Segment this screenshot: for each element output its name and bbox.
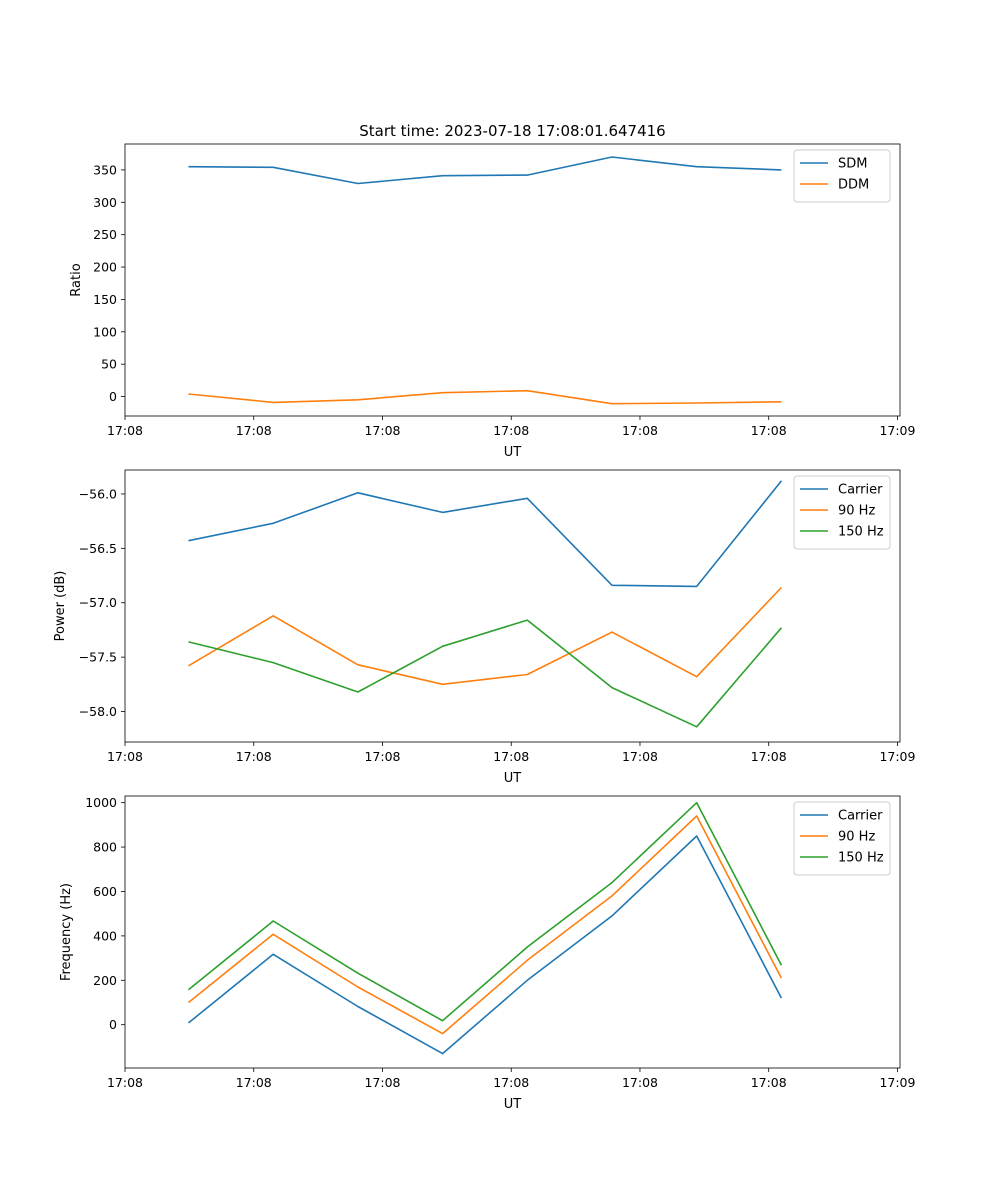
- y-axis-label: Ratio: [69, 263, 84, 296]
- series-line-150-hz: [187, 801, 783, 1022]
- y-tick-label: 1000: [85, 795, 117, 810]
- x-tick-label: 17:08: [364, 749, 400, 764]
- axes-frame: [124, 795, 901, 1069]
- x-tick-label: 17:08: [622, 423, 658, 438]
- series-line-90-hz: [187, 815, 783, 1035]
- x-tick-label: 17:08: [107, 749, 143, 764]
- series-line-sdm: [188, 156, 782, 185]
- y-tick-label: 400: [93, 928, 117, 943]
- y-tick-label: −56.5: [79, 541, 117, 556]
- legend-label: SDM: [838, 157, 867, 172]
- x-axis-label: UT: [504, 771, 522, 786]
- legend-label: 150 Hz: [838, 851, 884, 866]
- x-tick-label: 17:08: [236, 749, 272, 764]
- y-tick-label: 800: [93, 840, 117, 855]
- axes-frame: [124, 143, 901, 417]
- panel-3: 17:08 17:08 17:08 17:08 17:08 17:08 17:09 0 200 4…: [59, 795, 916, 1112]
- x-tick-label: 17:09: [879, 1075, 915, 1090]
- x-tick-label: 17:08: [107, 1075, 143, 1090]
- x-tick-label: 17:09: [879, 749, 915, 764]
- y-tick-label: 300: [93, 195, 117, 210]
- legend-label: Carrier: [838, 809, 883, 824]
- y-tick-label: 100: [93, 324, 117, 339]
- y-axis-label: Power (dB): [53, 571, 68, 642]
- y-tick-label: 600: [93, 884, 117, 899]
- x-tick-label: 17:08: [751, 1075, 787, 1090]
- x-tick-label: 17:09: [879, 423, 915, 438]
- x-tick-label: 17:08: [364, 423, 400, 438]
- legend: Carrier 90 Hz 150 Hz: [793, 801, 891, 876]
- figure-title: Start time: 2023-07-18 17:08:01.647416: [359, 122, 665, 140]
- x-tick-label: 17:08: [622, 1075, 658, 1090]
- panel-1: 17:08 17:08 17:08 17:08 17:08 17:08 17:09 0 50 10…: [69, 143, 916, 460]
- series-line-carrier: [188, 480, 783, 588]
- y-tick-label: 200: [93, 260, 117, 275]
- x-tick-label: 17:08: [493, 749, 529, 764]
- legend-label: 90 Hz: [838, 504, 875, 519]
- axes-frame: [124, 469, 901, 743]
- legend-label: 150 Hz: [838, 525, 884, 540]
- x-axis-label: UT: [504, 1097, 522, 1112]
- y-tick-label: 250: [93, 227, 117, 242]
- y-tick-label: −57.0: [79, 595, 117, 610]
- panel-2: 17:08 17:08 17:08 17:08 17:08 17:08 17:09 −58.0…: [53, 469, 916, 786]
- y-tick-label: 200: [93, 973, 117, 988]
- x-tick-label: 17:08: [751, 423, 787, 438]
- legend: SDM DDM: [793, 149, 891, 203]
- x-tick-label: 17:08: [236, 423, 272, 438]
- y-tick-label: 0: [109, 1017, 117, 1032]
- legend-label: DDM: [838, 178, 869, 193]
- y-tick-label: 0: [109, 389, 117, 404]
- y-tick-label: 150: [93, 292, 117, 307]
- x-tick-label: 17:08: [493, 423, 529, 438]
- y-tick-label: −58.0: [79, 704, 117, 719]
- legend-label: Carrier: [838, 483, 883, 498]
- x-tick-label: 17:08: [364, 1075, 400, 1090]
- x-axis-label: UT: [504, 445, 522, 460]
- series-line-carrier: [187, 835, 783, 1055]
- x-tick-label: 17:08: [107, 423, 143, 438]
- x-tick-label: 17:08: [751, 749, 787, 764]
- x-tick-label: 17:08: [622, 749, 658, 764]
- y-axis-label: Frequency (Hz): [59, 883, 74, 981]
- y-tick-label: 350: [93, 162, 117, 177]
- series-line-ddm: [188, 389, 782, 405]
- y-tick-label: −56.0: [79, 486, 117, 501]
- y-tick-label: 50: [101, 357, 117, 372]
- x-tick-label: 17:08: [493, 1075, 529, 1090]
- legend-label: 90 Hz: [838, 830, 875, 845]
- series-line-150-hz: [188, 619, 783, 728]
- legend: Carrier 90 Hz 150 Hz: [793, 475, 891, 550]
- x-tick-label: 17:08: [236, 1075, 272, 1090]
- series-line-90-hz: [188, 586, 782, 686]
- y-tick-label: −57.5: [79, 650, 117, 665]
